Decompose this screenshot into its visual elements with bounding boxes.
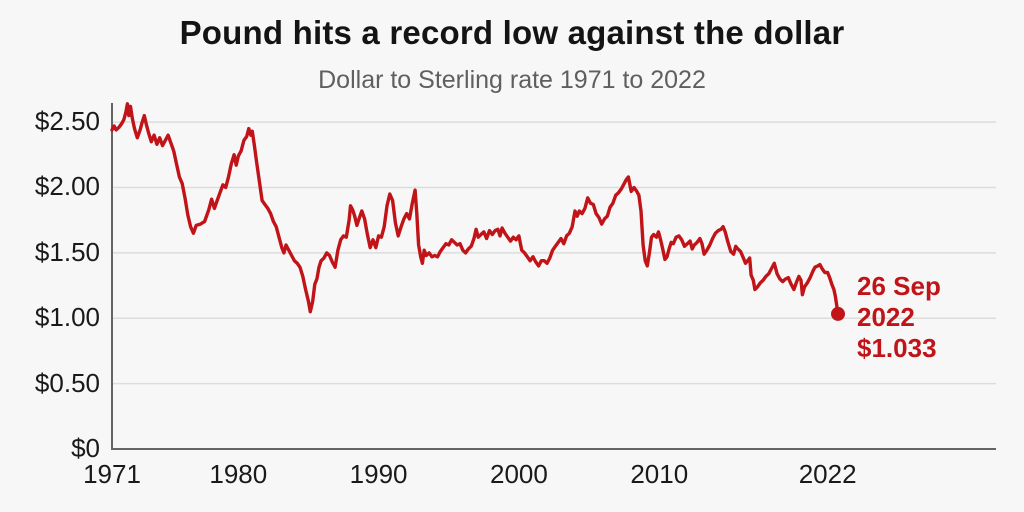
annotation-year-line: 2022 <box>857 302 915 332</box>
y-tick-label: $1.00 <box>34 302 100 333</box>
y-tick-label: $0.50 <box>34 367 100 398</box>
y-tick-label: $1.50 <box>34 236 100 267</box>
x-tick-label: 2010 <box>630 459 689 489</box>
record-low-annotation: 26 Sep 2022 $1.033 <box>857 271 941 364</box>
exchange-rate-line <box>110 102 840 316</box>
record-low-point-marker <box>831 306 845 321</box>
annotation-value-line: $1.033 <box>857 333 937 363</box>
x-tick-label: 1971 <box>83 459 141 489</box>
x-tick-label: 2022 <box>798 459 857 489</box>
y-tick-label: $2.00 <box>34 171 100 202</box>
chart-title: Pound hits a record low against the doll… <box>179 14 845 51</box>
x-tick-label: 1980 <box>209 459 268 489</box>
x-tick-label: 1990 <box>349 459 408 489</box>
chart-subtitle: Dollar to Sterling rate 1971 to 2022 <box>318 66 706 94</box>
annotation-date-line: 26 Sep <box>857 271 941 301</box>
y-tick-label: $2.50 <box>34 106 100 137</box>
x-tick-label: 2000 <box>489 459 548 489</box>
y-tick-label: $0 <box>71 433 100 463</box>
